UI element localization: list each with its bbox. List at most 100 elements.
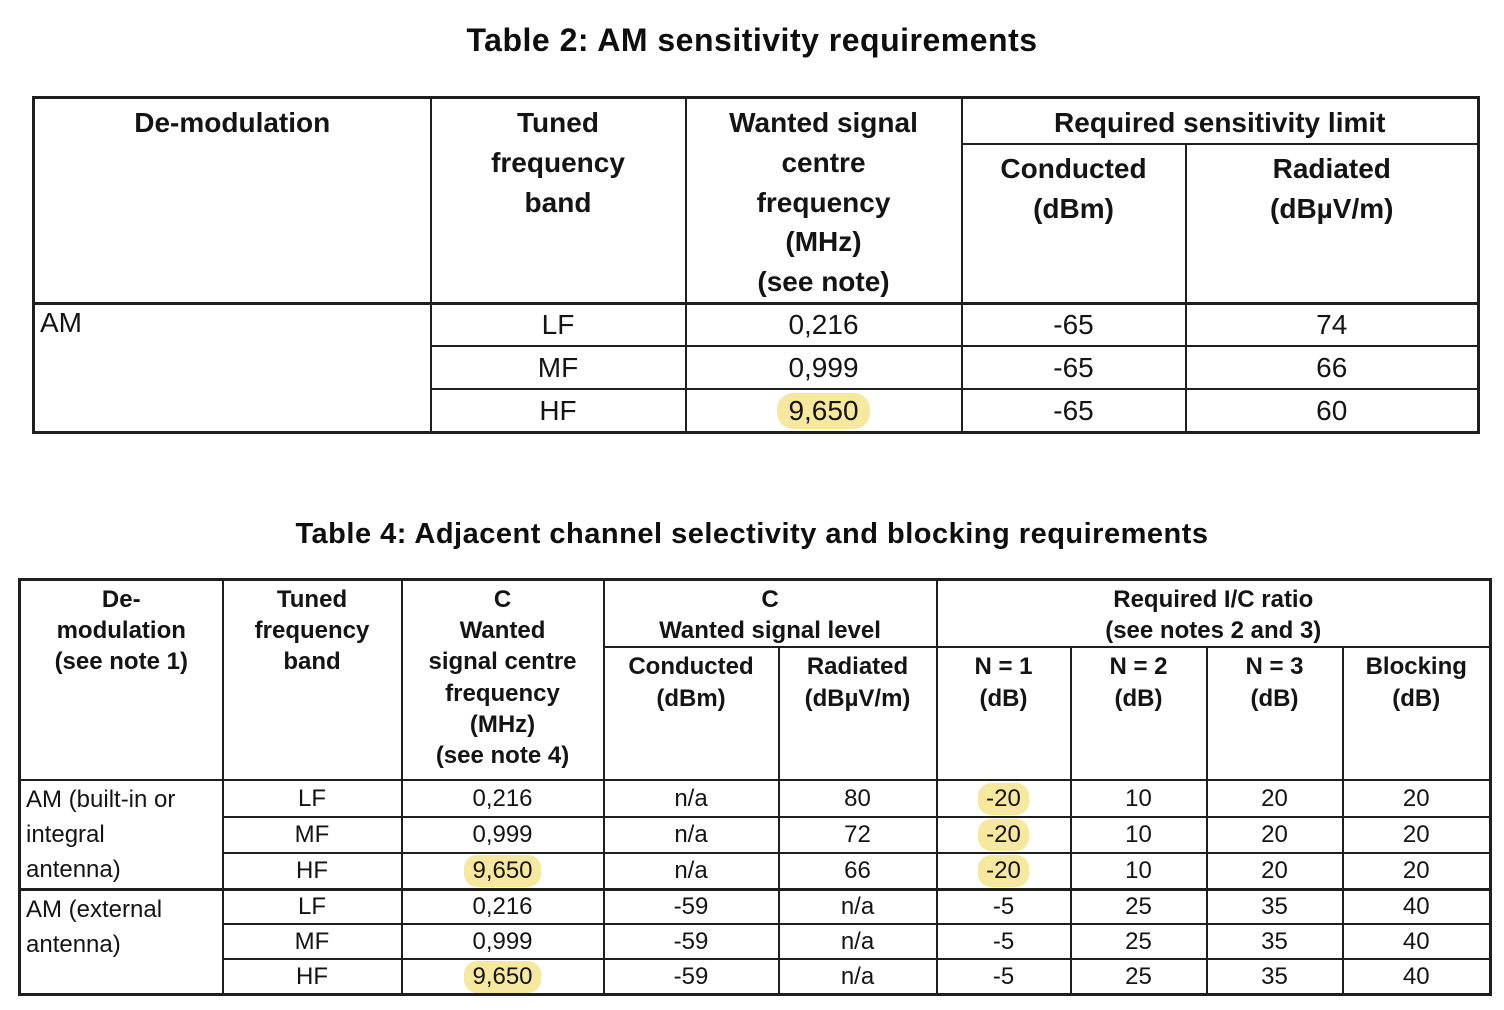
t4-cell-n2: 25 (1069, 958, 1208, 996)
t4-cell-n3: 35 (1205, 958, 1344, 996)
t2-header-radiated: Radiated (dBµV/m) (1184, 143, 1480, 305)
highlighted-value: 9,650 (777, 392, 870, 429)
t4-cell-conducted: n/a (602, 779, 780, 818)
t2-cell-radiated: 60 (1184, 388, 1480, 434)
t4-cell-n3: 35 (1205, 887, 1344, 926)
table2-am-sensitivity: De-modulation Tuned frequency band Wante… (32, 96, 1481, 434)
t4-cell-band: MF (221, 923, 403, 961)
t4-cell-radiated: n/a (777, 923, 938, 961)
table4-body: AM (built-in or integral antenna) LF 0,2… (18, 779, 1492, 996)
t4-cell-band: LF (221, 779, 403, 818)
t4-cell-conducted: -59 (602, 923, 780, 961)
table2-title: Table 2: AM sensitivity requirements (466, 22, 1038, 58)
t2-cell-conducted: -65 (960, 301, 1187, 348)
table4-title: Table 4: Adjacent channel selectivity an… (295, 518, 1209, 550)
t4-header-tuned-band: Tuned frequency band (221, 578, 403, 782)
table-row: AM LF 0,216 -65 74 (32, 301, 1480, 434)
t2-cell-band: MF (429, 345, 687, 391)
t2-cell-frequency: 9,650 (684, 388, 963, 434)
t4-cell-frequency: 0,999 (400, 923, 605, 961)
table-row: De-modulation Tuned frequency band Wante… (32, 96, 1480, 305)
t4-cell-n2: 10 (1069, 779, 1208, 818)
t4-cell-conducted: -59 (602, 887, 780, 926)
t4-cell-n2: 25 (1069, 923, 1208, 961)
table-row: Conducted (dBm) Radiated (dBµV/m) N = 1 … (20, 646, 1492, 782)
t4-cell-blocking: 20 (1341, 851, 1492, 891)
t4-cell-conducted: n/a (602, 815, 780, 854)
t4-cell-demodulation: AM (built-in or integral antenna) (18, 779, 224, 891)
t4-cell-n2: 10 (1069, 815, 1208, 854)
t2-cell-frequency: 0,216 (684, 301, 963, 348)
t4-cell-n1: -20 (935, 779, 1072, 818)
t4-cell-blocking: 40 (1341, 923, 1492, 961)
highlighted-value: -20 (978, 854, 1029, 887)
t4-header-wanted-signal-level: C Wanted signal level (602, 578, 938, 649)
t4-cell-radiated: n/a (777, 958, 938, 996)
table-row: AM (built-in or integral antenna) LF 0,2… (18, 779, 1492, 891)
t4-cell-frequency: 0,216 (400, 779, 605, 818)
t4-cell-radiated: 80 (777, 779, 938, 818)
highlighted-value: 9,650 (464, 961, 541, 993)
t4-cell-blocking: 40 (1341, 887, 1492, 926)
t4-cell-band: MF (221, 815, 403, 854)
t4-header-wanted-frequency: C Wanted signal centre frequency (MHz) (… (400, 578, 605, 782)
t4-cell-radiated: 72 (777, 815, 938, 854)
t2-cell-band: LF (429, 301, 687, 348)
t4-cell-radiated: 66 (777, 851, 938, 891)
t4-cell-demodulation: AM (external antenna) (18, 887, 224, 996)
t4-cell-n3: 20 (1205, 851, 1344, 891)
t4-cell-n1: -20 (935, 851, 1072, 891)
t4-cell-radiated: n/a (777, 887, 938, 926)
t4-cell-frequency: 9,650 (400, 851, 605, 891)
table4-adjacent-channel-selectivity: De- modulation (see note 1) Tuned freque… (18, 578, 1493, 996)
t2-cell-conducted: -65 (960, 388, 1187, 434)
t4-cell-n2: 25 (1069, 887, 1208, 926)
t2-cell-conducted: -65 (960, 345, 1187, 391)
highlighted-value: -20 (978, 818, 1029, 851)
t4-header-n2: N = 2 (dB) (1069, 646, 1208, 782)
t2-cell-radiated: 74 (1184, 301, 1480, 348)
t4-header-blocking: Blocking (dB) (1341, 646, 1492, 782)
table-row: MF 0,999 -59 n/a -5 25 35 40 (20, 923, 1492, 961)
t4-cell-conducted: n/a (602, 851, 780, 891)
t4-cell-n1: -20 (935, 815, 1072, 854)
t2-header-wanted-frequency: Wanted signal centre frequency (MHz) (se… (684, 96, 963, 305)
table-row: De- modulation (see note 1) Tuned freque… (18, 578, 1492, 782)
t2-header-conducted: Conducted (dBm) (960, 143, 1187, 305)
table-row: MF 0,999 -65 66 (34, 345, 1480, 391)
t2-cell-band: HF (429, 388, 687, 434)
t4-cell-frequency: 9,650 (400, 958, 605, 996)
t4-header-required-ic-ratio: Required I/C ratio (see notes 2 and 3) (935, 578, 1492, 649)
t4-cell-frequency: 0,999 (400, 815, 605, 854)
table-row: HF 9,650 n/a 66 -20 10 20 20 (20, 851, 1492, 891)
t4-cell-blocking: 20 (1341, 815, 1492, 854)
t4-cell-n1: -5 (935, 887, 1072, 926)
t2-header-demodulation: De-modulation (32, 96, 432, 305)
table-row: Conducted (dBm) Radiated (dBµV/m) (34, 143, 1480, 305)
table2-header: De-modulation Tuned frequency band Wante… (32, 96, 1480, 305)
table-row: HF 9,650 -65 60 (34, 388, 1480, 434)
highlighted-value: 9,650 (464, 854, 541, 887)
table-row: HF 9,650 -59 n/a -5 25 35 40 (20, 958, 1492, 996)
t4-header-n1: N = 1 (dB) (935, 646, 1072, 782)
t4-header-radiated: Radiated (dBµV/m) (777, 646, 938, 782)
t4-header-n3: N = 3 (dB) (1205, 646, 1344, 782)
t4-cell-band: HF (221, 851, 403, 891)
t2-cell-demodulation: AM (32, 301, 432, 434)
table2-body: AM LF 0,216 -65 74 MF 0,999 -65 66 HF 9,… (32, 301, 1480, 434)
table-row: AM (external antenna) LF 0,216 -59 n/a -… (18, 887, 1492, 996)
t4-cell-frequency: 0,216 (400, 887, 605, 926)
t2-header-tuned-band: Tuned frequency band (429, 96, 687, 305)
t4-cell-n2: 10 (1069, 851, 1208, 891)
t4-cell-conducted: -59 (602, 958, 780, 996)
t4-cell-n3: 35 (1205, 923, 1344, 961)
table4-header: De- modulation (see note 1) Tuned freque… (18, 578, 1492, 782)
t2-cell-frequency: 0,999 (684, 345, 963, 391)
t4-header-conducted: Conducted (dBm) (602, 646, 780, 782)
highlighted-value: -20 (978, 782, 1029, 815)
t4-cell-band: LF (221, 887, 403, 926)
t2-header-required-sensitivity-limit: Required sensitivity limit (960, 96, 1480, 146)
t4-cell-blocking: 20 (1341, 779, 1492, 818)
t4-cell-n1: -5 (935, 958, 1072, 996)
